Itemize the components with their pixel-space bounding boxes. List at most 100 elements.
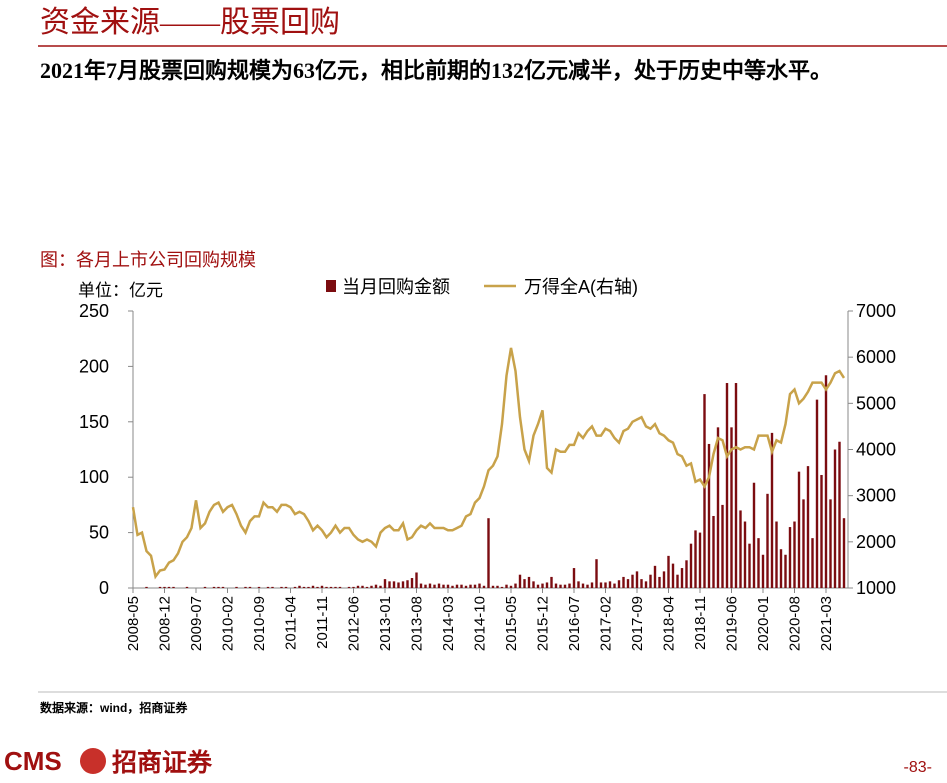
bar (595, 559, 598, 588)
bar (707, 443, 711, 588)
y2-tick-label: 1000 (856, 578, 896, 598)
bar (523, 579, 526, 588)
x-tick-label: 2015-05 (503, 596, 520, 651)
y2-tick-label: 7000 (856, 301, 896, 321)
x-tick-label: 2017-02 (598, 596, 615, 651)
bar (667, 555, 670, 588)
bar (838, 441, 841, 588)
logo: CMS (4, 746, 62, 776)
x-tick-label: 2015-12 (535, 596, 552, 651)
body-text: 2021年7月股票回购规模为63亿元，相比前期的132亿元减半，处于历史中等水平… (40, 58, 833, 83)
bar (806, 466, 810, 588)
x-tick-label: 2018-04 (661, 596, 678, 651)
bar (802, 499, 805, 588)
bar (784, 554, 787, 588)
bar (352, 586, 355, 588)
bar (761, 554, 765, 588)
chart-title: 图：各月上市公司回购规模 (40, 250, 256, 270)
bar (766, 493, 769, 588)
bar (442, 584, 445, 588)
bar (298, 585, 301, 588)
bar (541, 583, 544, 588)
bar (244, 586, 247, 588)
bar (401, 581, 405, 588)
bar (590, 582, 594, 588)
slide-title: 资金来源——股票回购 (40, 6, 340, 39)
bar (302, 586, 306, 588)
bar (676, 574, 679, 588)
bar (235, 586, 238, 588)
bar (185, 586, 189, 588)
bar (334, 586, 337, 588)
bar (626, 579, 630, 588)
bar (338, 586, 342, 588)
page-number: -83- (904, 759, 932, 776)
x-tick-label: 2014-10 (472, 596, 489, 651)
bar (419, 583, 423, 588)
bar (586, 584, 589, 588)
bar (653, 565, 657, 588)
bar (545, 582, 549, 588)
bar (212, 586, 216, 588)
x-tick-label: 2017-09 (629, 596, 646, 651)
bar (221, 586, 225, 588)
bar (820, 474, 823, 588)
bar (505, 584, 508, 588)
bar (320, 585, 324, 588)
bar (698, 532, 702, 588)
bar (793, 521, 796, 588)
y-tick-label: 0 (99, 578, 109, 598)
bar (280, 586, 283, 588)
bar (829, 499, 832, 588)
bar (145, 586, 148, 588)
bar (559, 584, 562, 588)
y2-tick-label: 3000 (856, 486, 896, 506)
bar (370, 585, 373, 588)
bar (716, 427, 720, 588)
x-tick-label: 2009-07 (188, 596, 205, 651)
x-tick-label: 2020-08 (787, 596, 804, 651)
bar (685, 560, 688, 588)
legend-label: 当月回购金额 (342, 277, 450, 297)
bar (640, 579, 643, 588)
x-tick-label: 2008-12 (157, 596, 174, 651)
bar (514, 583, 517, 588)
bar (437, 583, 441, 588)
bar (662, 571, 666, 588)
bar (622, 576, 625, 588)
bar (451, 585, 454, 588)
bar (482, 585, 486, 588)
legend-swatch (326, 280, 336, 292)
bar (284, 586, 288, 588)
bar (644, 581, 648, 588)
x-tick-label: 2012-06 (346, 596, 363, 651)
bar (379, 585, 382, 588)
bar (257, 586, 261, 588)
bar (721, 504, 724, 588)
bar (271, 586, 274, 588)
bar (617, 580, 621, 588)
bar (604, 582, 607, 588)
bar (770, 432, 774, 588)
bar (248, 586, 252, 588)
bar (446, 584, 450, 588)
x-tick-label: 2011-04 (283, 596, 300, 650)
bar (788, 527, 792, 588)
bar (725, 383, 729, 588)
y2-tick-label: 5000 (856, 393, 896, 413)
bar (689, 543, 693, 588)
bar (550, 576, 553, 588)
bar (464, 585, 468, 588)
bar (635, 571, 639, 588)
bar (491, 585, 495, 588)
bar (833, 449, 837, 588)
bar (316, 586, 319, 588)
bar (167, 586, 171, 588)
bar (752, 482, 756, 588)
y-tick-label: 50 (89, 523, 109, 543)
x-tick-label: 2021-03 (818, 596, 835, 651)
bar (680, 568, 684, 588)
y2-tick-label: 2000 (856, 532, 896, 552)
bar (415, 572, 418, 588)
